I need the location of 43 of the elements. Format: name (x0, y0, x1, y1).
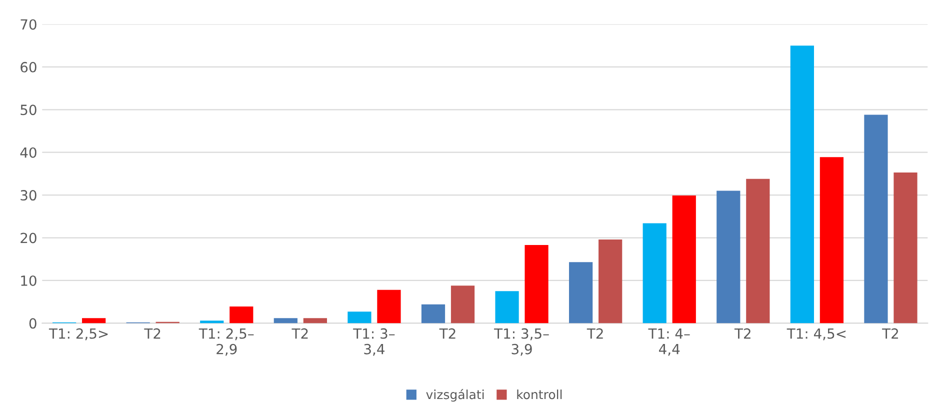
y-tick-label: 70 (20, 19, 36, 30)
bar (716, 190, 740, 324)
x-tick-label: T1: 3,5– 3,9 (494, 328, 549, 356)
y-tick-label: 20 (20, 232, 36, 244)
bar (303, 318, 327, 324)
x-tick-label: T1: 4,5< (786, 328, 846, 340)
bar (200, 320, 224, 324)
y-tick-label: 10 (21, 275, 36, 286)
x-tick-label: T1: 4– 4,4 (648, 328, 690, 356)
bar (790, 46, 814, 324)
y-tick-label: 40 (20, 147, 36, 158)
bar (348, 312, 372, 324)
y-tick-label: 60 (20, 62, 36, 72)
x-tick-label: T2 (144, 328, 160, 339)
bar (274, 318, 298, 324)
bar (450, 286, 475, 324)
bar (642, 223, 666, 324)
x-tick-label: T2 (439, 328, 456, 339)
x-tick-label: T2 (586, 328, 603, 339)
bar (598, 239, 622, 324)
y-tick-label: 30 (20, 190, 36, 201)
bar (377, 290, 401, 324)
bar (495, 291, 519, 324)
bar (894, 172, 918, 324)
bar (746, 178, 770, 324)
y-tick-label: 50 (20, 104, 36, 116)
x-tick-label: T1: 2,5– 2,9 (198, 328, 254, 356)
bar (82, 318, 106, 324)
bar (230, 306, 254, 324)
legend-label: vizsgálati (426, 389, 484, 402)
bar (864, 114, 888, 324)
x-tick-label: T1: 2,5> (48, 328, 108, 340)
bar (569, 262, 593, 324)
bar (421, 304, 446, 324)
y-tick-label: 0 (29, 318, 36, 329)
bar (820, 157, 844, 324)
legend-label: kontroll (517, 390, 562, 400)
x-tick-label: T1: 3– 3,4 (353, 328, 395, 356)
bar (524, 245, 548, 324)
x-tick-label: T2 (734, 328, 750, 339)
x-tick-label: T2 (292, 328, 308, 339)
bar (672, 196, 696, 324)
x-tick-label: T2 (882, 328, 898, 339)
